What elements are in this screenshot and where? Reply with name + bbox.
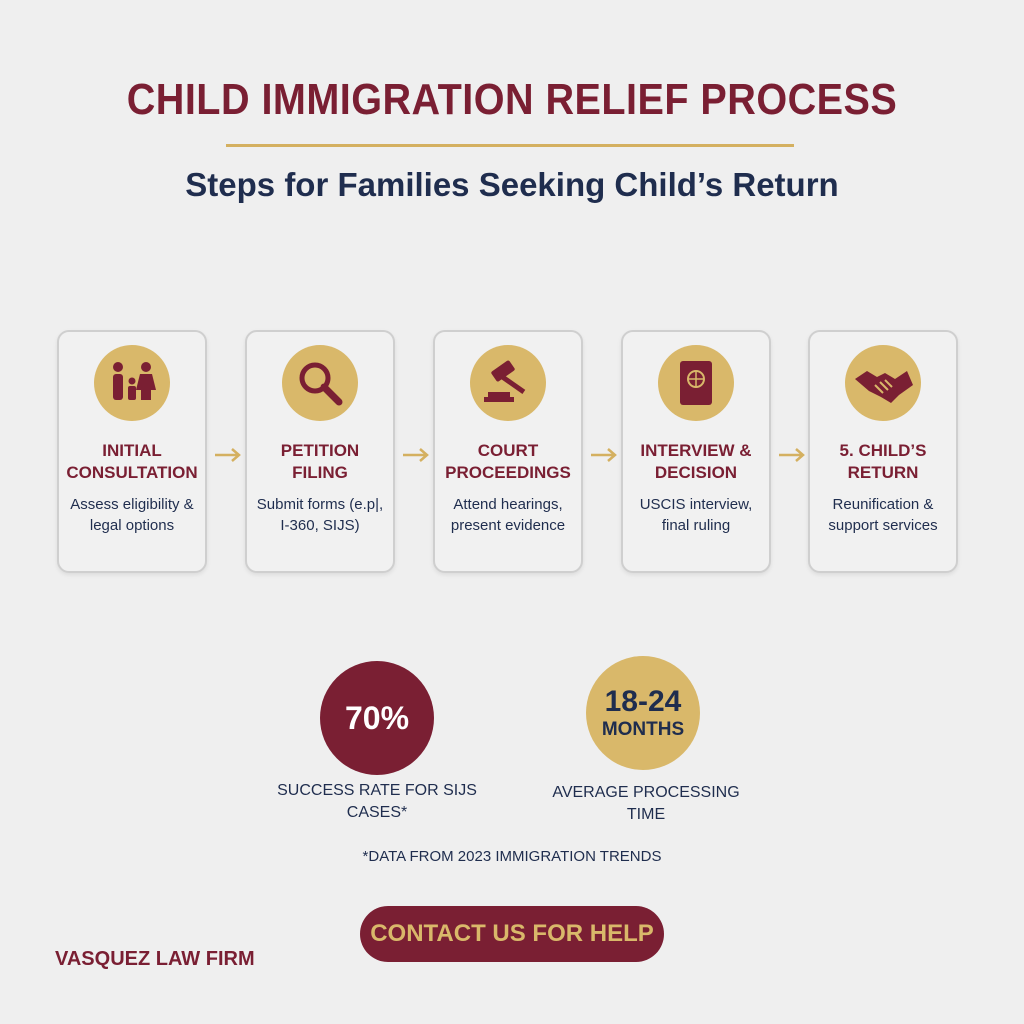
step-card: COURT PROCEEDINGS Attend hearings, presen… <box>433 330 583 573</box>
step-description: Submit forms (e.p|, I-360, SIJS) <box>256 496 384 534</box>
step-icon <box>470 345 546 421</box>
stat-label: AVERAGE PROCESSING TIME <box>552 784 740 823</box>
stat-value: 70% <box>344 700 410 736</box>
stat-circle: 18-24 MONTHS <box>586 656 700 770</box>
step-title: 5. CHILD’S RETURN <box>839 441 927 482</box>
step-card: 5. CHILD’S RETURN Reunification & support… <box>808 330 958 573</box>
step-icon <box>94 345 170 421</box>
step-description: Assess eligibility & legal options <box>70 496 194 534</box>
step-card: INTERVIEW & DECISION USCIS interview, fin… <box>621 330 771 573</box>
subtitle: Steps for Families Seeking Child’s Retur… <box>185 166 839 203</box>
firm-name: VASQUEZ LAW FIRM <box>55 948 255 970</box>
step-title: INTERVIEW & DECISION <box>640 441 752 482</box>
step-icon <box>845 345 921 421</box>
contact-button[interactable]: CONTACT US FOR HELP <box>360 906 664 962</box>
step-title: INITIAL CONSULTATION <box>66 441 198 482</box>
arrow <box>402 447 430 463</box>
title: CHILD IMMIGRATION RELIEF PROCESS <box>126 75 898 124</box>
step-description: Attend hearings, present evidence <box>450 496 566 534</box>
stat-label: SUCCESS RATE FOR SIJS CASES* <box>277 782 477 821</box>
step-description: USCIS interview, final ruling <box>639 496 753 534</box>
step-icon <box>282 345 358 421</box>
arrow <box>590 447 618 463</box>
step-icon <box>658 345 734 421</box>
stat-circle: 70% <box>320 661 434 775</box>
step-title: COURT PROCEEDINGS <box>445 441 571 482</box>
step-title: PETITION FILING <box>280 441 360 482</box>
footnote: *DATA FROM 2023 IMMIGRATION TRENDS <box>362 848 662 865</box>
arrow <box>778 447 806 463</box>
stat-unit: MONTHS <box>601 719 685 740</box>
arrow <box>214 447 242 463</box>
step-card: PETITION FILING Submit forms (e.p|, I-360… <box>245 330 395 573</box>
title-rule <box>226 144 794 147</box>
step-card: INITIAL CONSULTATION Assess eligibility &… <box>57 330 207 573</box>
stat-value: 18-24 <box>604 685 682 718</box>
step-description: Reunification & support services <box>828 496 938 534</box>
